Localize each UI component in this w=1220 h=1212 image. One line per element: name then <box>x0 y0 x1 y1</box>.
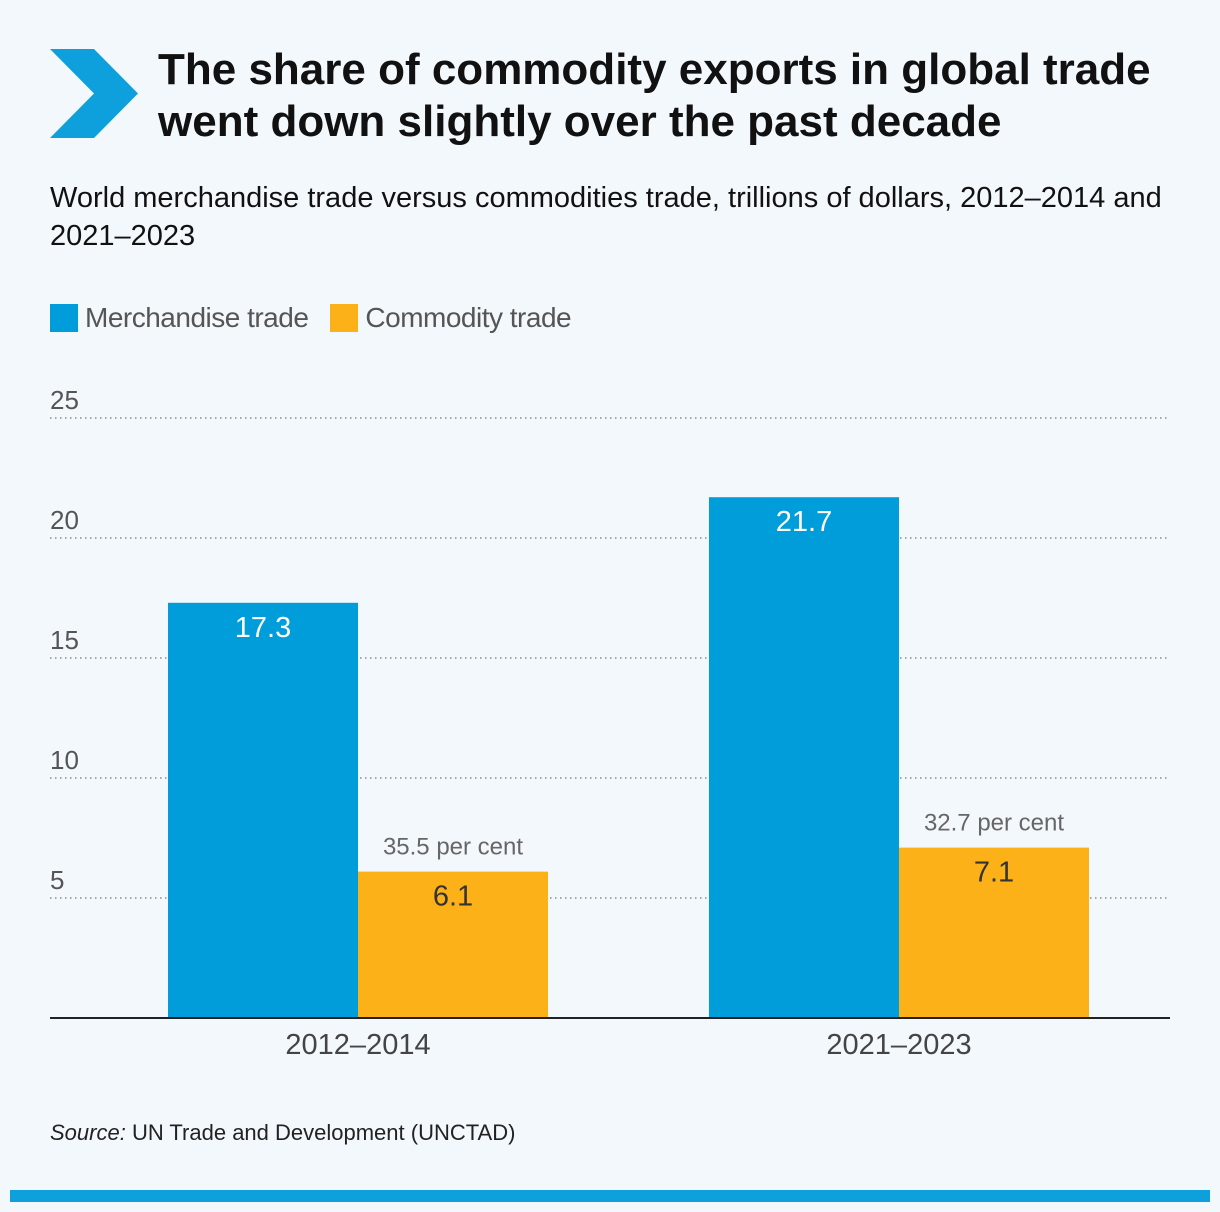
data-label: 21.7 <box>776 506 832 538</box>
legend-label-commodity: Commodity trade <box>365 302 572 333</box>
y-tick-label: 5 <box>50 865 64 895</box>
legend-label-merchandise: Merchandise trade <box>85 302 309 333</box>
bar-chart: 5 10 15 20 25 17.3 6.1 35.5 per cent 2012–2014 21… <box>50 385 1170 1061</box>
source-text: UN Trade and Development (UNCTAD) <box>125 1120 516 1145</box>
bottom-accent-bar <box>10 1190 1210 1202</box>
source-note: Source: UN Trade and Development (UNCTAD… <box>50 1120 515 1146</box>
chevron-right-icon <box>50 49 138 138</box>
legend-item-commodity: Commodity trade <box>330 302 572 334</box>
y-tick-label: 10 <box>50 745 79 775</box>
y-tick-label: 20 <box>50 505 79 535</box>
x-category-label: 2021–2023 <box>826 1029 971 1061</box>
data-label: 7.1 <box>974 857 1014 889</box>
x-category-label: 2012–2014 <box>285 1029 430 1061</box>
share-annotation: 32.7 per cent <box>924 810 1064 837</box>
chart-subtitle: World merchandise trade versus commoditi… <box>50 182 1162 252</box>
legend-swatch-commodity <box>330 304 359 332</box>
source-label: Source: <box>50 1120 126 1145</box>
bar-merchandise <box>709 497 899 1018</box>
legend-item-merchandise: Merchandise trade <box>50 302 309 334</box>
bar-commodity <box>899 847 1089 1018</box>
chart-title: The share of commodity exports in global… <box>158 45 1151 146</box>
legend-swatch-merchandise <box>50 304 78 332</box>
bar-commodity <box>358 871 548 1018</box>
bar-merchandise <box>168 602 358 1018</box>
share-annotation: 35.5 per cent <box>383 834 523 861</box>
data-label: 6.1 <box>433 881 473 913</box>
y-tick-label: 15 <box>50 625 79 655</box>
data-label: 17.3 <box>235 612 291 644</box>
legend: Merchandise trade Commodity trade <box>50 302 593 334</box>
y-tick-label: 25 <box>50 385 79 415</box>
